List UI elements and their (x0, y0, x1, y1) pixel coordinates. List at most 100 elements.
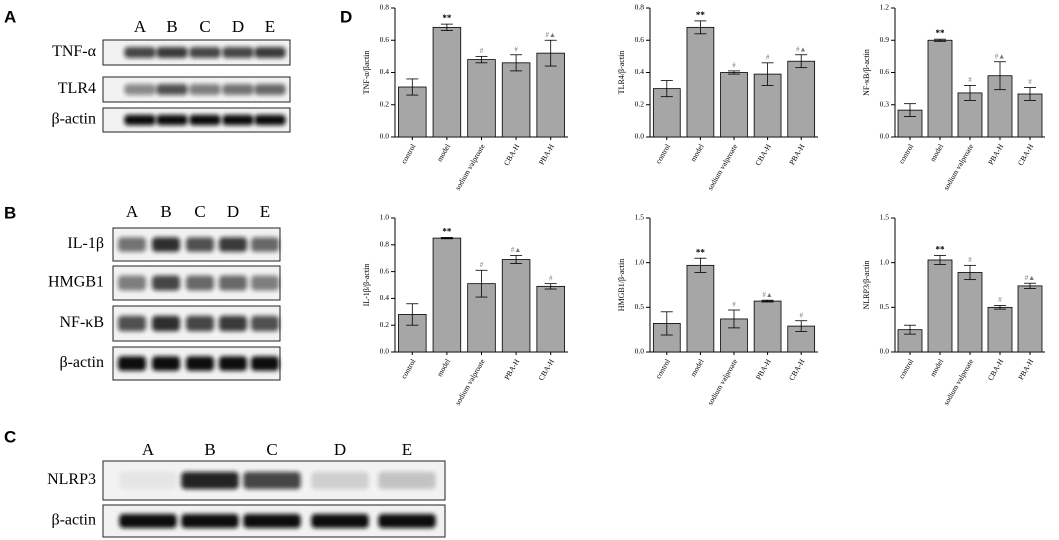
blot-band (243, 471, 301, 490)
blot-band (117, 315, 147, 332)
bar (686, 264, 715, 353)
y-tick-label: 0.6 (380, 35, 390, 44)
x-tick-label: model (688, 357, 705, 378)
y-tick-label: 0.5 (635, 302, 645, 311)
y-tick-label: 0.6 (635, 35, 645, 44)
y-tick-label: 0.0 (380, 132, 390, 141)
significance-mark: # (998, 296, 1002, 304)
error-bar (934, 38, 946, 42)
x-tick-label: control (399, 357, 417, 380)
blot-band (156, 114, 188, 126)
significance-mark: ** (442, 13, 452, 23)
y-tick-label: 0.2 (380, 320, 390, 329)
y-tick-label: 0.8 (380, 240, 390, 249)
panel-label: B (4, 203, 16, 222)
error-bar (406, 303, 419, 326)
x-tick-label: PBA-H (754, 357, 773, 381)
significance-mark: #▲ (1025, 274, 1035, 282)
y-axis-label: IL-1β/β-actin (362, 264, 371, 307)
significance-mark: # (732, 61, 736, 69)
lane-label: D (232, 17, 244, 36)
blot-band (218, 237, 248, 252)
x-tick-label: model (928, 357, 945, 378)
x-tick-label: CBA-H (787, 357, 807, 382)
y-tick-label: 0.3 (880, 99, 890, 108)
x-tick-label: sodium valproate (705, 357, 739, 407)
significance-mark: # (480, 47, 484, 55)
blot-band (185, 315, 215, 332)
blot-band (185, 237, 215, 252)
bar (1017, 93, 1043, 138)
x-tick-label: PBA-H (787, 142, 806, 166)
lane-label: C (199, 17, 210, 36)
lane-label: E (260, 202, 270, 221)
blot-row-label: β-actin (51, 512, 96, 529)
significance-mark: # (968, 76, 972, 84)
bar (432, 237, 462, 353)
x-tick-label: PBA-H (502, 357, 521, 381)
significance-mark: # (799, 311, 803, 319)
x-tick-label: control (897, 142, 915, 165)
y-axis-label: NLRP3/β-actin (862, 261, 871, 310)
significance-mark: ** (696, 247, 706, 257)
error-bar (761, 299, 774, 303)
error-bar (904, 324, 916, 335)
significance-mark: # (968, 256, 972, 264)
blot-band (218, 356, 248, 371)
significance-mark: #▲ (762, 291, 772, 299)
error-bar (544, 283, 557, 290)
blot-band (250, 237, 280, 252)
lane-label: C (266, 440, 277, 459)
error-bar (694, 257, 707, 273)
error-bar (728, 309, 740, 329)
lane-label: D (227, 202, 239, 221)
x-tick-label: CBA-H (502, 142, 522, 167)
x-tick-label: CBA-H (1016, 142, 1036, 167)
x-tick-label: model (435, 357, 452, 378)
x-tick-label: PBA-H (1016, 357, 1035, 381)
significance-mark: ** (442, 226, 452, 236)
blot-row-label: TNF-α (52, 43, 97, 60)
error-bar (544, 39, 557, 67)
blot-band (189, 84, 221, 95)
bar (720, 72, 748, 138)
lane-label: B (204, 440, 215, 459)
y-tick-label: 0.6 (380, 266, 390, 275)
x-tick-label: control (399, 142, 417, 165)
error-bar (475, 55, 488, 64)
significance-mark: # (480, 261, 484, 269)
blot-band (250, 315, 280, 332)
panel-label: A (4, 7, 16, 26)
y-axis-label: HMGB1/β-actin (617, 259, 626, 312)
y-tick-label: 0.8 (635, 3, 645, 12)
x-tick-label: control (654, 142, 672, 165)
y-tick-label: 0.2 (635, 99, 645, 108)
x-tick-label: model (435, 142, 452, 163)
bar (927, 39, 953, 138)
y-tick-label: 1.5 (880, 213, 890, 222)
error-bar (964, 85, 976, 101)
error-bar (694, 20, 707, 35)
blot-band (151, 275, 181, 291)
bar (957, 272, 983, 353)
blot-band (124, 47, 156, 58)
blot-band (181, 513, 239, 529)
blot-row-label: NF-κB (59, 314, 104, 331)
panel-label: C (4, 427, 16, 446)
bar (787, 60, 816, 138)
blot-band (117, 356, 147, 371)
y-tick-label: 1.0 (380, 213, 390, 222)
significance-mark: #▲ (995, 52, 1005, 60)
significance-mark: # (1028, 78, 1032, 86)
y-tick-label: 0.8 (380, 3, 390, 12)
significance-mark: # (732, 301, 736, 309)
blot-band (156, 47, 188, 58)
x-tick-label: sodium valproate (941, 142, 975, 192)
lane-label: A (142, 440, 155, 459)
error-bar (660, 80, 673, 98)
y-tick-label: 0.6 (880, 67, 890, 76)
bar (536, 285, 565, 353)
blot-row-label: IL-1β (67, 235, 104, 252)
blot-band (181, 471, 239, 490)
